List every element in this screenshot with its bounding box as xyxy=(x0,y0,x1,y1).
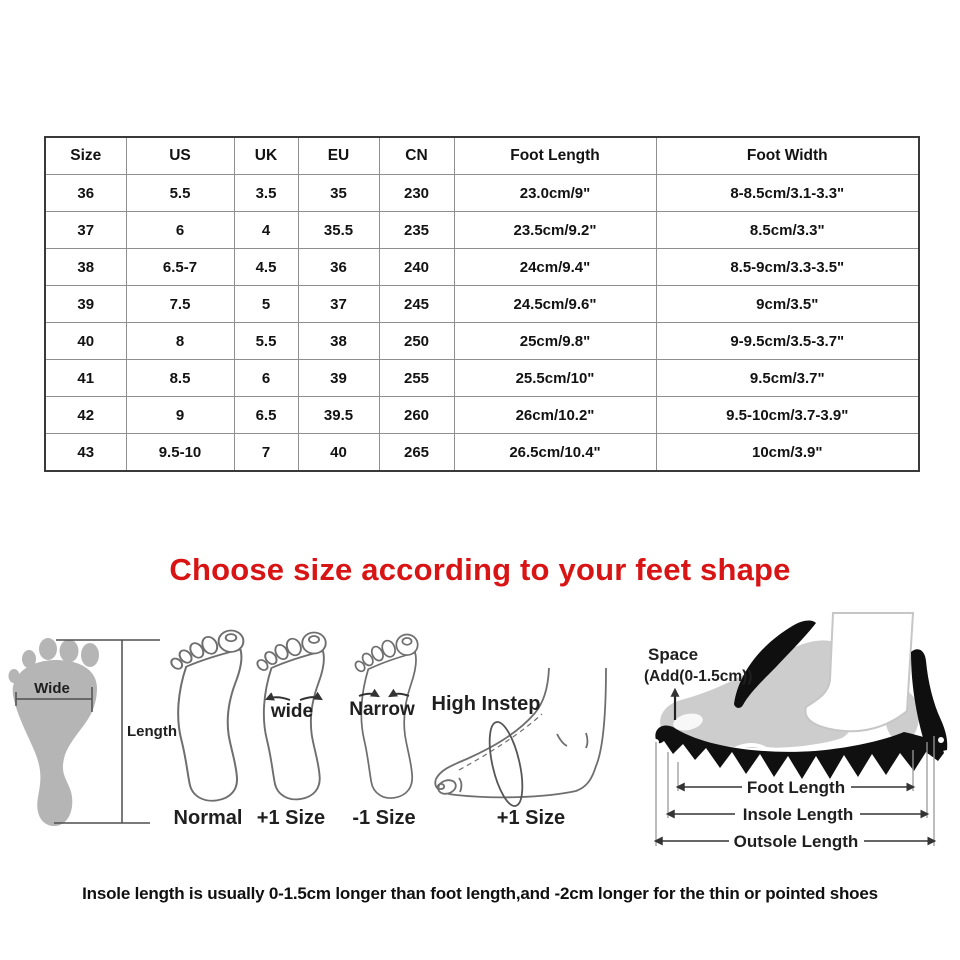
table-row: 40 8 5.5 38 250 25cm/9.8" 9-9.5cm/3.5-3.7" xyxy=(44,322,920,360)
table-cell: 25cm/9.8" xyxy=(453,322,657,360)
table-cell: 6 xyxy=(233,359,299,397)
table-cell: 24cm/9.4" xyxy=(453,248,657,286)
table-cell: 10cm/3.9" xyxy=(655,433,920,472)
high-instep-foot-icon: High Instep +1 Size xyxy=(432,667,607,829)
column-header: US xyxy=(125,136,235,175)
narrow-foot-size-label: -1 Size xyxy=(352,807,415,829)
table-cell: 9.5-10cm/3.7-3.9" xyxy=(655,396,920,434)
table-cell: 9.5-10 xyxy=(125,433,235,472)
table-cell: 24.5cm/9.6" xyxy=(453,285,657,323)
table-cell: 8.5 xyxy=(125,359,235,397)
page-heading: Choose size according to your feet shape xyxy=(169,552,791,587)
table-cell: 6.5-7 xyxy=(125,248,235,286)
table-cell: 8-8.5cm/3.1-3.3" xyxy=(655,174,920,212)
size-chart-table: Size US UK EU CN Foot Length Foot Width 36 5.5 3.… xyxy=(44,136,920,472)
table-cell: 42 xyxy=(44,396,127,434)
insole-length-dim-label: Insole Length xyxy=(743,805,854,824)
table-cell: 35 xyxy=(297,174,380,212)
table-cell: 265 xyxy=(378,433,455,472)
table-row: 37 6 4 35.5 235 23.5cm/9.2" 8.5cm/3.3" xyxy=(44,211,920,249)
table-cell: 250 xyxy=(378,322,455,360)
footprint-icon: Wide Length xyxy=(8,638,177,827)
high-instep-label: High Instep xyxy=(432,693,541,715)
table-row: 38 6.5-7 4.5 36 240 24cm/9.4" 8.5-9cm/3.3-3.5" xyxy=(44,248,920,286)
table-cell: 40 xyxy=(44,322,127,360)
space-sub-label: (Add(0-1.5cm)) xyxy=(644,668,753,685)
outsole-length-dim-label: Outsole Length xyxy=(734,832,859,851)
table-cell: 40 xyxy=(297,433,380,472)
table-cell: 35.5 xyxy=(297,211,380,249)
table-cell: 25.5cm/10" xyxy=(453,359,657,397)
table-cell: 43 xyxy=(44,433,127,472)
table-row: 41 8.5 6 39 255 25.5cm/10" 9.5cm/3.7" xyxy=(44,359,920,397)
wide-foot-icon: wide +1 Size xyxy=(254,631,327,829)
narrow-foot-label: Narrow xyxy=(349,699,415,720)
space-label: Space xyxy=(648,645,698,664)
table-cell: 26cm/10.2" xyxy=(453,396,657,434)
table-cell: 230 xyxy=(378,174,455,212)
table-cell: 9 xyxy=(125,396,235,434)
table-cell: 5 xyxy=(233,285,299,323)
table-cell: 5.5 xyxy=(233,322,299,360)
table-cell: 8.5cm/3.3" xyxy=(655,211,920,249)
table-cell: 9-9.5cm/3.5-3.7" xyxy=(655,322,920,360)
table-cell: 4.5 xyxy=(233,248,299,286)
table-header-row: Size US UK EU CN Foot Length Foot Width xyxy=(44,136,920,175)
foot-length-dim-label: Foot Length xyxy=(747,778,845,797)
table-cell: 240 xyxy=(378,248,455,286)
table-cell: 6.5 xyxy=(233,396,299,434)
footprint-wide-label: Wide xyxy=(34,680,70,697)
normal-foot-icon: Normal xyxy=(168,629,245,829)
table-cell: 255 xyxy=(378,359,455,397)
table-cell: 5.5 xyxy=(125,174,235,212)
table-cell: 41 xyxy=(44,359,127,397)
table-cell: 26.5cm/10.4" xyxy=(453,433,657,472)
table-cell: 260 xyxy=(378,396,455,434)
size-table-body: Size US UK EU CN Foot Length Foot Width 36 5.5 3.… xyxy=(44,136,920,472)
table-cell: 39 xyxy=(44,285,127,323)
table-cell: 37 xyxy=(297,285,380,323)
column-header: Size xyxy=(44,136,127,175)
column-header: EU xyxy=(297,136,380,175)
table-cell: 3.5 xyxy=(233,174,299,212)
column-header: CN xyxy=(378,136,455,175)
table-cell: 23.0cm/9" xyxy=(453,174,657,212)
table-cell: 23.5cm/9.2" xyxy=(453,211,657,249)
table-cell: 7 xyxy=(233,433,299,472)
footnote-text: Insole length is usually 0-1.5cm longer … xyxy=(82,884,878,903)
table-cell: 7.5 xyxy=(125,285,235,323)
table-cell: 37 xyxy=(44,211,127,249)
high-instep-size-label: +1 Size xyxy=(497,807,565,829)
wide-foot-size-label: +1 Size xyxy=(257,807,325,829)
footprint-length-label: Length xyxy=(127,723,177,740)
normal-foot-label: Normal xyxy=(174,807,243,829)
table-cell: 9cm/3.5" xyxy=(655,285,920,323)
table-cell: 36 xyxy=(44,174,127,212)
table-row: 43 9.5-10 7 40 265 26.5cm/10.4" 10cm/3.9" xyxy=(44,433,920,472)
table-cell: 38 xyxy=(297,322,380,360)
column-header: Foot Width xyxy=(655,136,920,175)
table-cell: 38 xyxy=(44,248,127,286)
column-header: Foot Length xyxy=(453,136,657,175)
table-cell: 245 xyxy=(378,285,455,323)
table-cell: 6 xyxy=(125,211,235,249)
table-cell: 4 xyxy=(233,211,299,249)
column-header: UK xyxy=(233,136,299,175)
table-cell: 8 xyxy=(125,322,235,360)
table-cell: 8.5-9cm/3.3-3.5" xyxy=(655,248,920,286)
shoe-cross-section-icon: Space (Add(0-1.5cm)) Foot Length Insole … xyxy=(644,612,948,851)
table-row: 36 5.5 3.5 35 230 23.0cm/9" 8-8.5cm/3.1-3.3" xyxy=(44,174,920,212)
feet-diagram: Wide Length Normal wide +1 Size Narrow -… xyxy=(8,612,948,851)
wide-foot-label: wide xyxy=(270,701,313,722)
table-cell: 36 xyxy=(297,248,380,286)
table-cell: 39 xyxy=(297,359,380,397)
table-row: 39 7.5 5 37 245 24.5cm/9.6" 9cm/3.5" xyxy=(44,285,920,323)
table-cell: 9.5cm/3.7" xyxy=(655,359,920,397)
table-row: 42 9 6.5 39.5 260 26cm/10.2" 9.5-10cm/3.7-3.9" xyxy=(44,396,920,434)
table-cell: 235 xyxy=(378,211,455,249)
table-cell: 39.5 xyxy=(297,396,380,434)
narrow-foot-icon: Narrow -1 Size xyxy=(349,633,419,829)
